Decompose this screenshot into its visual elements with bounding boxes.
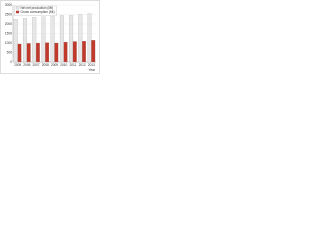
x-tick-label: 2006 [23, 63, 30, 67]
y-tick-label: 500 [7, 50, 13, 54]
bar [13, 19, 18, 63]
bar [54, 42, 59, 63]
bar [17, 43, 22, 63]
x-tick-label: 2009 [51, 63, 58, 67]
legend-swatch [15, 6, 20, 10]
x-tick-label: 2013 [88, 63, 95, 67]
bar [50, 16, 55, 63]
bar [23, 18, 27, 63]
y-tick-label: 0 [10, 60, 12, 64]
y-tick-label: 1500 [5, 31, 12, 35]
bar [69, 15, 74, 63]
x-tick-label: 2011 [70, 63, 77, 67]
x-tick-label: 2005 [14, 63, 21, 67]
bar [26, 43, 31, 63]
legend-box [14, 5, 57, 16]
page: {"chart_data": {"type": "bar", "x_label"… [0, 0, 100, 74]
bar [35, 42, 40, 63]
x-tick-label: 2008 [42, 63, 49, 67]
bar [41, 16, 46, 63]
y-tick-label: 2000 [5, 22, 12, 26]
bar [82, 40, 86, 63]
bar [45, 42, 50, 63]
bar [87, 13, 92, 63]
legend-label: Net net production (Mt) [21, 6, 54, 10]
bar [32, 17, 37, 63]
x-tick-label: 2007 [33, 63, 40, 67]
bar [91, 40, 96, 63]
x-tick-label: 2012 [79, 63, 86, 67]
y-tick-label: 1000 [5, 41, 12, 45]
bar [59, 15, 64, 63]
legend-label: Gross consumption (Mt) [21, 10, 55, 14]
x-axis-title: Year [89, 68, 96, 72]
bar [63, 41, 68, 63]
y-tick-label: 2500 [5, 12, 12, 16]
y-tick-label: 3000 [5, 3, 12, 7]
bar [78, 14, 83, 63]
bar [72, 41, 77, 63]
x-tick-label: 2010 [60, 63, 67, 67]
legend-swatch [15, 10, 20, 14]
